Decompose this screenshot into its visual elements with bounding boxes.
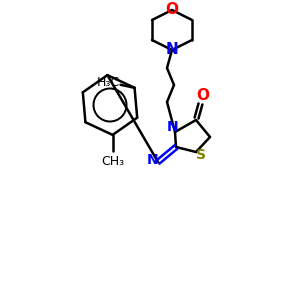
Text: N: N: [166, 43, 178, 58]
Text: H₃C: H₃C: [97, 76, 120, 89]
Text: N: N: [147, 153, 159, 167]
Text: S: S: [196, 148, 206, 162]
Text: O: O: [166, 2, 178, 17]
Text: N: N: [167, 120, 179, 134]
Text: CH₃: CH₃: [101, 155, 124, 168]
Text: O: O: [196, 88, 209, 103]
